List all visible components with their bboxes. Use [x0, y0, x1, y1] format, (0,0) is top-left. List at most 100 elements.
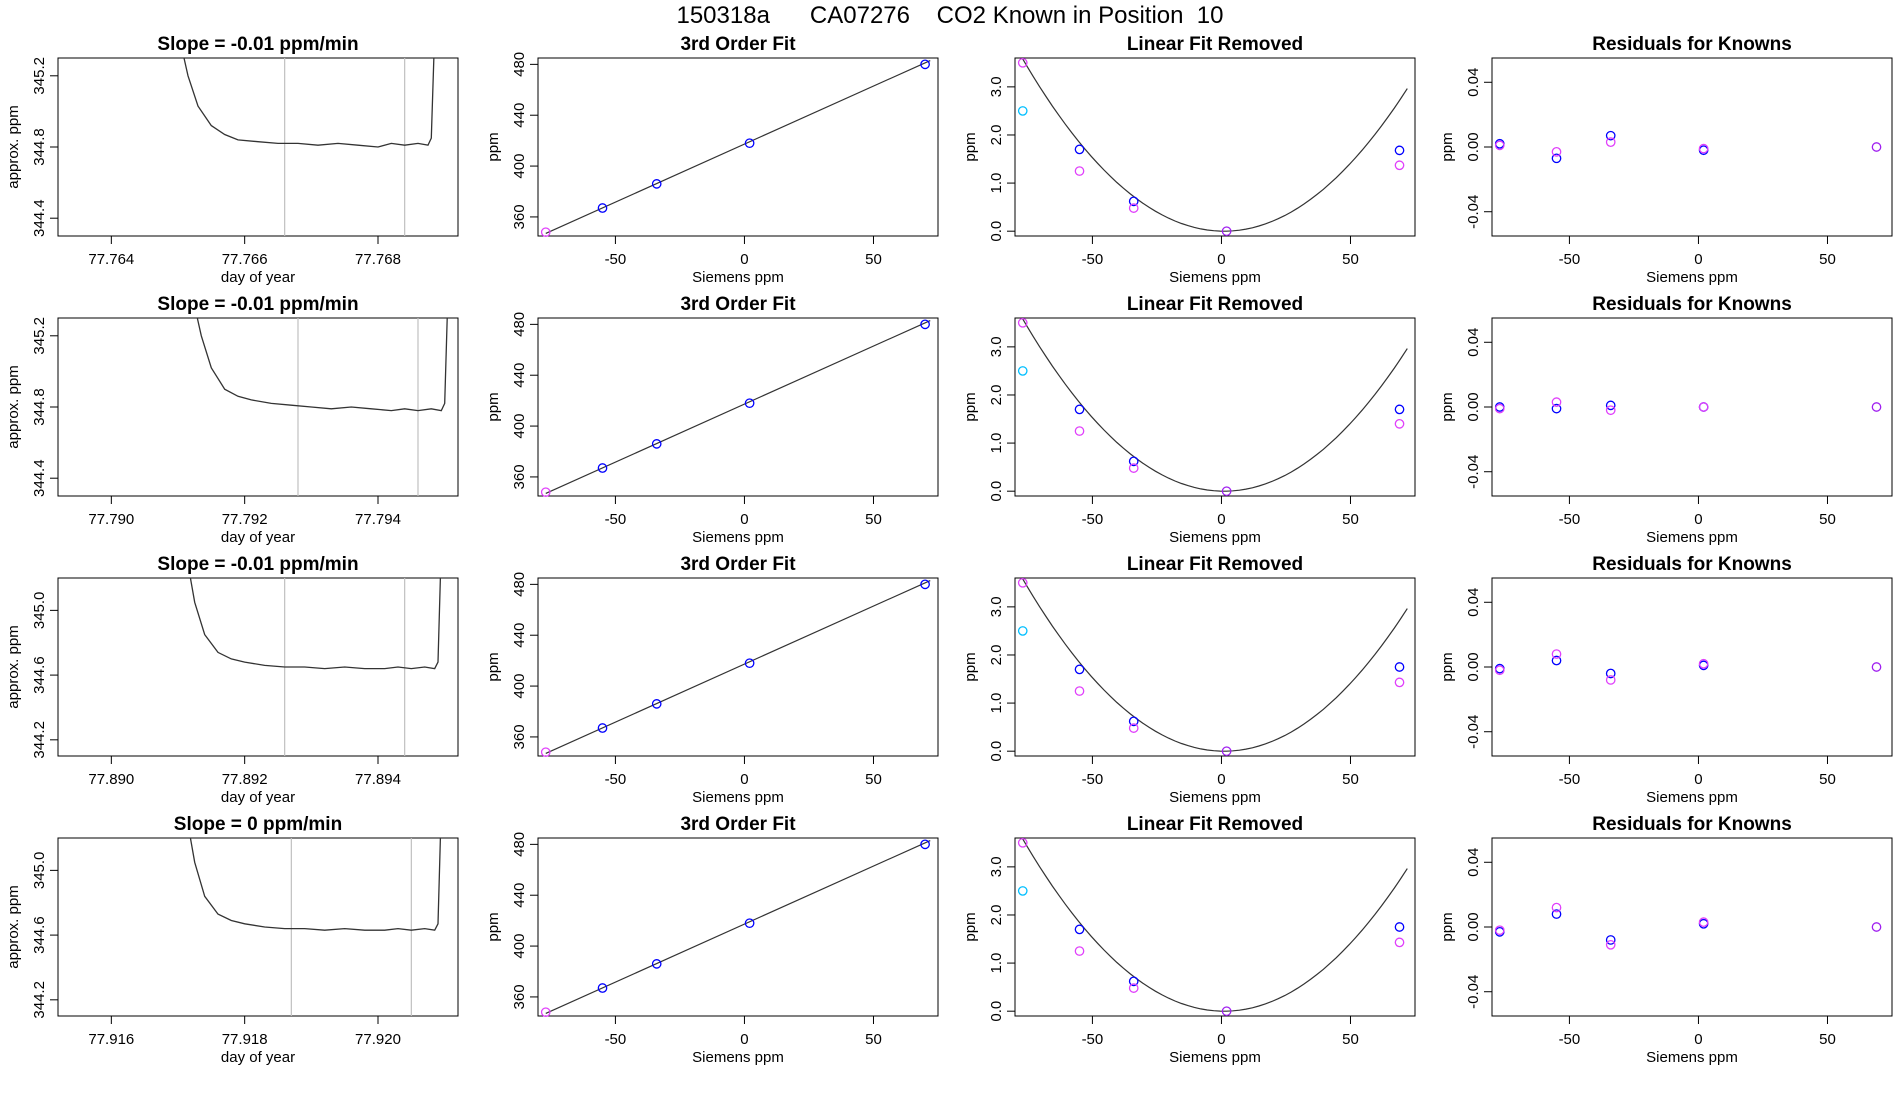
- data-point: [1017, 837, 1028, 848]
- y-tick-label: 480: [511, 572, 528, 597]
- data-point: [1605, 405, 1616, 416]
- plot-marks: [189, 838, 442, 1016]
- data-point: [1074, 144, 1085, 155]
- x-tick-label: 77.892: [222, 771, 268, 788]
- x-axis-label: Siemens ppm: [1646, 789, 1738, 806]
- data-point: [1074, 166, 1085, 176]
- y-axis-label: approx. ppm: [5, 885, 22, 968]
- data-point: [1551, 655, 1562, 666]
- fit-curve: [1021, 578, 1408, 752]
- x-tick-label: -50: [605, 1031, 627, 1048]
- y-axis-label: ppm: [485, 652, 502, 681]
- y-tick-label: 0.00: [1465, 392, 1482, 421]
- x-tick-label: 0: [1694, 771, 1702, 788]
- data-point: [1128, 716, 1139, 727]
- chart-panel-1-2: Slope = -0.01 ppm/min 77.790 77.792 77.794 3…: [5, 294, 459, 546]
- data-point: [651, 439, 662, 449]
- x-axis-label: day of year: [221, 1049, 295, 1066]
- data-point: [1128, 456, 1139, 467]
- x-tick-label: 77.766: [222, 251, 268, 268]
- x-tick-label: 0: [1694, 251, 1702, 268]
- data-point: [1871, 922, 1882, 932]
- chart-title: 3rd Order Fit: [680, 34, 796, 55]
- x-axis-label: Siemens ppm: [692, 529, 784, 546]
- plot-marks: [1021, 58, 1408, 232]
- x-axis-label: Siemens ppm: [1646, 1049, 1738, 1066]
- data-point: [1494, 665, 1505, 676]
- x-axis-label: day of year: [221, 269, 295, 286]
- chart-panel-3-3: Linear Fit Removed -50 0 50 0.0 1.0 2.0 3.0 Siem…: [962, 554, 1416, 806]
- chart-panel-4-2: Residuals for Knowns -50 0 50 -0.04 0.00 0.04 S…: [1439, 294, 1893, 546]
- data-point: [1074, 946, 1085, 956]
- plot-frame: [1014, 57, 1416, 237]
- fit-line: [545, 319, 931, 495]
- data-point: [744, 138, 755, 149]
- x-tick-label: 50: [1342, 511, 1359, 528]
- y-axis-label: ppm: [1439, 392, 1456, 421]
- data-point: [1017, 57, 1028, 68]
- x-tick-label: 77.792: [222, 511, 268, 528]
- x-tick-label: 50: [1342, 771, 1359, 788]
- y-tick-label: 0.0: [988, 741, 1005, 762]
- data-point: [1698, 917, 1709, 927]
- data-point: [1551, 147, 1562, 157]
- y-axis-label: ppm: [962, 392, 979, 421]
- plot-frame: [537, 317, 939, 497]
- chart-title: Residuals for Knowns: [1592, 814, 1792, 835]
- y-axis-label: ppm: [485, 132, 502, 161]
- y-axis-label: approx. ppm: [5, 365, 22, 448]
- data-point: [1394, 662, 1405, 672]
- x-tick-label: -50: [1082, 771, 1104, 788]
- data-point: [1605, 137, 1616, 147]
- plot-frame: [537, 57, 939, 237]
- data-point: [920, 839, 930, 850]
- data-point: [1551, 403, 1562, 414]
- x-axis-label: Siemens ppm: [1169, 269, 1261, 286]
- y-tick-label: 2.0: [988, 385, 1005, 406]
- series-line: [189, 838, 442, 931]
- x-tick-label: -50: [1559, 1031, 1581, 1048]
- data-point: [1551, 909, 1562, 919]
- y-tick-label: 360: [511, 204, 528, 229]
- y-tick-label: 0.04: [1465, 588, 1482, 617]
- y-tick-label: 440: [511, 363, 528, 388]
- data-point: [1871, 142, 1882, 152]
- x-tick-label: 0: [1694, 1031, 1702, 1048]
- data-point: [744, 658, 755, 669]
- x-tick-label: 50: [865, 511, 882, 528]
- data-point: [1017, 886, 1028, 896]
- y-tick-label: 440: [511, 883, 528, 908]
- y-tick-label: 2.0: [988, 125, 1005, 146]
- data-point: [597, 723, 608, 733]
- data-point: [1017, 577, 1028, 588]
- data-point: [1221, 746, 1232, 757]
- x-axis-label: day of year: [221, 529, 295, 546]
- plot-marks: [545, 59, 931, 235]
- data-point: [1128, 723, 1139, 733]
- fit-line: [545, 59, 931, 235]
- y-tick-label: 0.0: [988, 481, 1005, 502]
- x-tick-label: -50: [605, 251, 627, 268]
- data-point: [1017, 317, 1028, 328]
- x-tick-label: 0: [740, 771, 748, 788]
- x-tick-label: 50: [1342, 251, 1359, 268]
- chart-title: 3rd Order Fit: [680, 294, 796, 315]
- y-tick-label: 344.2: [31, 981, 48, 1019]
- y-tick-label: 3.0: [988, 336, 1005, 357]
- y-axis-label: ppm: [485, 912, 502, 941]
- chart-title: Residuals for Knowns: [1592, 554, 1792, 575]
- data-point: [1017, 106, 1028, 116]
- data-point: [540, 747, 551, 758]
- y-tick-label: 344.6: [31, 916, 48, 954]
- chart-panel-4-1: Residuals for Knowns -50 0 50 -0.04 0.00 0.04 S…: [1439, 34, 1893, 286]
- x-tick-label: 0: [1217, 771, 1225, 788]
- x-tick-label: 50: [1342, 1031, 1359, 1048]
- data-point: [920, 579, 930, 590]
- y-tick-label: 1.0: [988, 693, 1005, 714]
- plot-frame: [1491, 837, 1893, 1017]
- data-point: [540, 487, 551, 498]
- y-axis-label: approx. ppm: [5, 105, 22, 188]
- y-tick-label: 345.2: [31, 317, 48, 355]
- x-tick-label: -50: [1082, 511, 1104, 528]
- x-tick-label: 77.794: [355, 511, 401, 528]
